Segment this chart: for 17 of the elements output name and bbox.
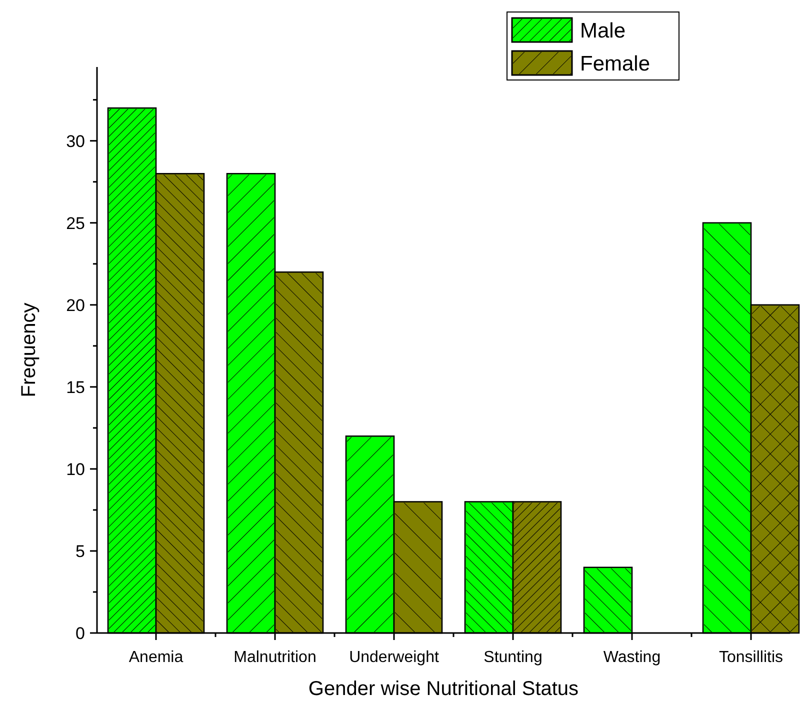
y-tick-label: 0 (76, 624, 85, 643)
x-tick-label: Anemia (128, 649, 184, 666)
y-tick-label: 20 (66, 296, 85, 315)
legend-label: Female (580, 52, 650, 76)
x-tick-label: Underweight (349, 649, 440, 666)
x-tick-label: Stunting (484, 649, 542, 666)
x-axis-title: Gender wise Nutritional Status (308, 678, 579, 700)
y-axis-title: Frequency (18, 302, 40, 398)
y-tick-label: 15 (66, 378, 85, 397)
y-tick-label: 10 (66, 460, 85, 479)
x-tick-label: Tonsillitis (718, 649, 784, 666)
y-tick-label: 25 (66, 214, 85, 233)
x-tick-label: Wasting (603, 649, 661, 666)
y-tick-label: 30 (66, 132, 85, 151)
x-tick-label: Malnutrition (234, 649, 316, 666)
legend-label: Male (580, 19, 626, 42)
y-tick-label: 5 (76, 542, 85, 561)
